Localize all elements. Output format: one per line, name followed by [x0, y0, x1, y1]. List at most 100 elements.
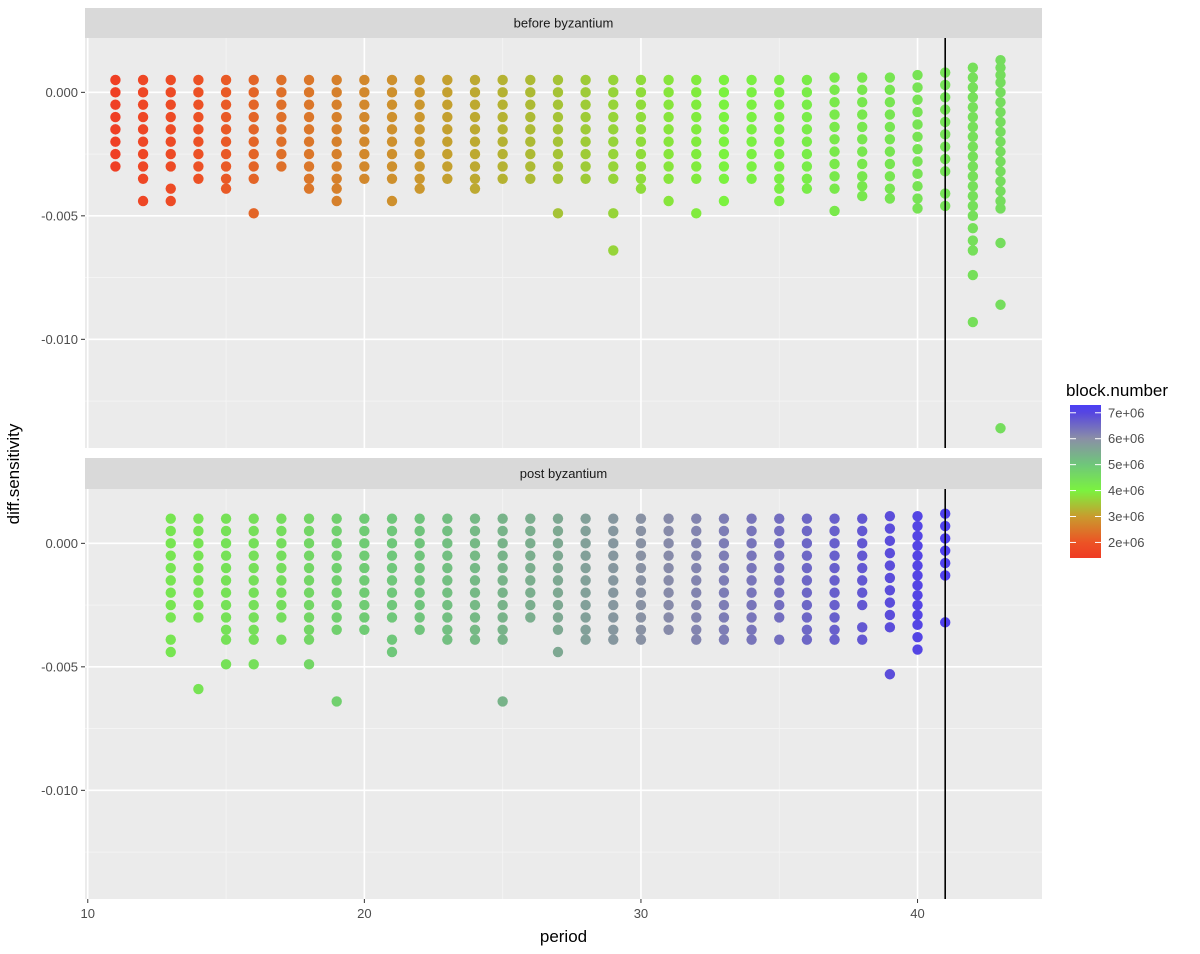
data-point — [774, 599, 785, 611]
data-point — [414, 599, 425, 611]
data-point — [497, 111, 508, 123]
data-point — [359, 562, 370, 574]
data-point — [193, 550, 204, 561]
data-point — [303, 136, 315, 147]
data-point — [774, 587, 785, 598]
data-point — [912, 106, 923, 118]
data-point — [912, 644, 923, 655]
data-point — [967, 121, 979, 133]
data-point — [663, 74, 674, 86]
data-point — [663, 612, 674, 623]
data-point — [580, 124, 591, 135]
data-point — [774, 173, 785, 184]
data-point — [497, 587, 508, 598]
data-point — [469, 173, 481, 184]
data-point — [386, 173, 398, 184]
data-point — [580, 550, 591, 561]
data-point — [497, 550, 508, 561]
data-point — [442, 161, 453, 172]
data-point — [912, 510, 923, 522]
data-point — [386, 634, 398, 645]
data-point — [248, 575, 259, 586]
data-point — [995, 97, 1006, 108]
data-point — [967, 151, 979, 162]
data-point — [414, 74, 425, 86]
data-point — [912, 69, 923, 81]
data-point — [967, 141, 979, 152]
data-point — [552, 550, 564, 561]
data-point — [386, 646, 398, 658]
data-point — [442, 562, 453, 574]
data-point — [663, 562, 674, 574]
data-point — [608, 587, 619, 598]
data-point — [884, 572, 896, 584]
data-point — [718, 575, 730, 586]
x-tick-label: 40 — [910, 906, 924, 921]
data-point — [718, 550, 730, 561]
facet-strip-label-before: before byzantium — [514, 16, 614, 31]
data-point — [331, 624, 342, 635]
data-point — [276, 538, 287, 549]
data-point — [995, 136, 1006, 147]
data-point — [663, 538, 674, 549]
data-point — [580, 538, 591, 549]
data-point — [746, 111, 757, 123]
data-point — [220, 525, 232, 537]
data-point — [718, 99, 730, 110]
data-point — [359, 575, 370, 586]
data-point — [552, 612, 564, 623]
data-point — [746, 99, 757, 110]
data-point — [165, 525, 176, 537]
data-point — [746, 136, 757, 147]
data-point — [220, 161, 232, 172]
data-point — [469, 161, 481, 172]
data-point — [663, 624, 674, 635]
data-point — [497, 599, 508, 611]
data-point — [608, 87, 619, 98]
data-point — [110, 148, 121, 160]
data-point — [220, 74, 232, 86]
data-point — [801, 148, 813, 160]
data-point — [746, 74, 757, 86]
data-point — [193, 612, 204, 623]
data-point — [967, 235, 979, 246]
data-point — [552, 587, 564, 598]
data-point — [635, 634, 647, 645]
data-point — [552, 599, 564, 611]
data-point — [663, 87, 674, 98]
data-point — [663, 161, 674, 172]
data-point — [193, 111, 204, 123]
x-tick-label: 30 — [634, 906, 648, 921]
data-point — [414, 124, 425, 135]
data-point — [414, 161, 425, 172]
data-point — [220, 99, 232, 110]
data-point — [829, 562, 840, 574]
data-point — [995, 146, 1006, 157]
data-point — [276, 87, 287, 98]
data-point — [469, 599, 481, 611]
y-tick-label: -0.005 — [41, 208, 78, 223]
data-point — [497, 124, 508, 135]
data-point — [691, 513, 702, 524]
data-point — [774, 161, 785, 172]
data-point — [663, 599, 674, 611]
data-point — [774, 87, 785, 98]
data-point — [663, 513, 674, 524]
data-point — [276, 587, 287, 598]
data-point — [193, 538, 204, 549]
data-point — [718, 538, 730, 549]
data-point — [276, 99, 287, 110]
data-point — [691, 634, 702, 645]
data-point — [525, 173, 536, 184]
data-point — [608, 513, 619, 524]
data-point — [967, 190, 979, 202]
data-point — [303, 173, 315, 184]
data-point — [691, 111, 702, 123]
data-point — [386, 111, 398, 123]
data-point — [193, 599, 204, 611]
data-point — [552, 575, 564, 586]
data-point — [746, 513, 757, 524]
data-point — [857, 575, 868, 586]
data-point — [857, 538, 868, 549]
data-point — [746, 550, 757, 561]
